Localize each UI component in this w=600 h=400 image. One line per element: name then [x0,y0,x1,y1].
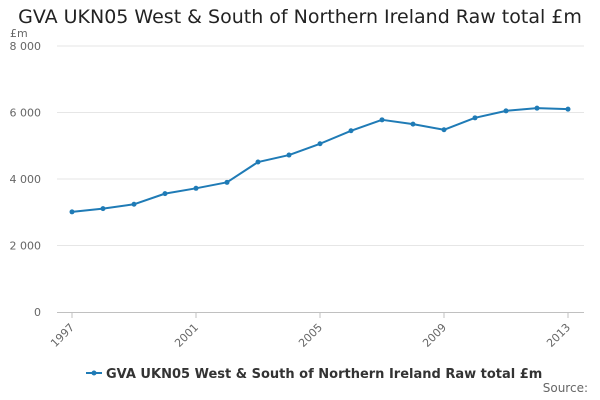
data-point[interactable] [162,191,168,197]
x-tick-label: 2009 [420,321,449,350]
data-point[interactable] [441,127,447,133]
y-tick-label: 2 000 [10,240,42,253]
y-tick-label: 8 000 [10,40,42,53]
data-point[interactable] [224,179,230,185]
data-point[interactable] [131,201,137,207]
series-line[interactable] [71,107,569,213]
x-tick-label: 1997 [48,321,77,350]
chart-title: GVA UKN05 West & South of Northern Irela… [18,6,582,28]
source-label[interactable]: Source: [543,381,588,395]
legend-point-marker [91,370,97,376]
y-tick-label: 4 000 [10,173,42,186]
legend-label: GVA UKN05 West & South of Northern Irela… [106,367,542,382]
data-point[interactable] [100,206,106,212]
data-point[interactable] [317,141,323,147]
x-axis-tick-labels: 1997 2001 2005 2009 2013 [48,312,573,350]
x-tick-label: 2013 [544,321,573,350]
series-layer [69,105,571,215]
data-point[interactable] [565,106,571,112]
data-point[interactable] [472,115,478,121]
legend[interactable]: GVA UKN05 West & South of Northern Irela… [86,367,542,382]
data-point[interactable] [286,152,292,158]
data-point[interactable] [193,185,199,191]
data-point[interactable] [410,121,416,127]
data-point[interactable] [503,108,509,114]
x-tick-label: 2001 [172,321,201,350]
y-tick-label: 6 000 [10,107,42,120]
y-axis-unit-label: £m [10,27,28,40]
x-tick-label: 2005 [296,321,325,350]
data-point[interactable] [534,105,540,111]
data-point[interactable] [379,117,385,123]
data-point[interactable] [348,128,354,134]
y-tick-label: 0 [34,306,41,319]
data-point[interactable] [69,209,75,215]
data-point[interactable] [255,159,261,165]
y-axis-tick-labels: 0 2 000 4 000 6 000 8 000 [10,40,42,319]
